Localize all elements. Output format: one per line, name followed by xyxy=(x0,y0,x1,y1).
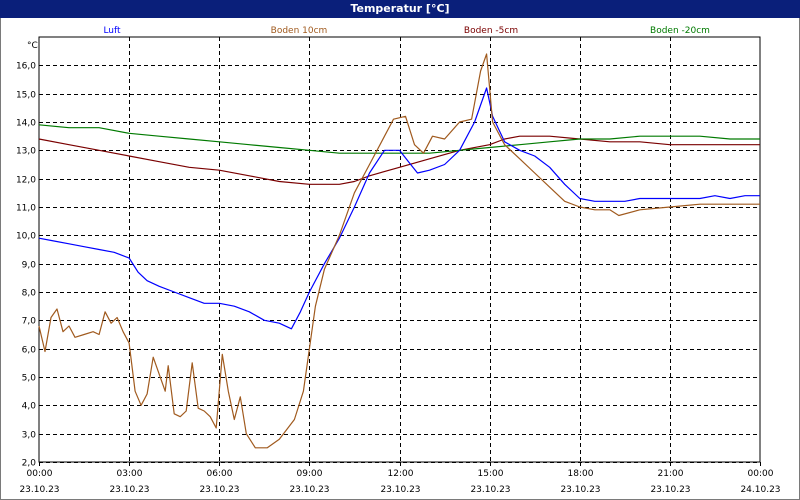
legend-entry: Boden 10cm xyxy=(271,26,328,36)
y-tick-label: 8,0 xyxy=(22,289,37,299)
x-tick-date: 23.10.23 xyxy=(199,485,239,495)
x-tick-time: 03:00 xyxy=(117,469,143,479)
x-tick-time: 12:00 xyxy=(388,469,414,479)
x-tick-time: 00:00 xyxy=(748,469,774,479)
y-tick-label: 4,0 xyxy=(22,402,37,412)
x-tick-time: 00:00 xyxy=(27,469,53,479)
legend-entry: Luft xyxy=(103,26,121,36)
series-line-boden-20cm xyxy=(38,124,760,154)
x-tick-time: 18:00 xyxy=(568,469,594,479)
y-tick-label: 11,0 xyxy=(16,204,36,214)
legend-entry: Boden -20cm xyxy=(650,26,710,36)
y-tick-label: 2,0 xyxy=(22,459,37,469)
x-tick-date: 23.10.23 xyxy=(650,485,690,495)
x-tick-date: 23.10.23 xyxy=(470,485,510,495)
legend: Luft Boden 10cm Boden -5cm Boden -20cm xyxy=(103,26,710,36)
grid xyxy=(39,37,760,463)
axes: 2,0 3,0 4,0 5,0 6,0 7,0 8,0 9,0 10,0 11,0 12,0 13,0… xyxy=(16,36,781,495)
x-tick-time: 09:00 xyxy=(297,469,323,479)
series-line-luft xyxy=(38,87,760,330)
y-tick-label: 3,0 xyxy=(22,431,37,441)
y-tick-label: 12,0 xyxy=(16,176,36,186)
x-tick-time: 21:00 xyxy=(658,469,684,479)
x-tick-date: 23.10.23 xyxy=(19,485,59,495)
y-tick-label: 7,0 xyxy=(22,317,37,327)
x-tick-date: 23.10.23 xyxy=(380,485,420,495)
y-tick-label: 9,0 xyxy=(22,261,37,271)
x-tick-date: 24.10.23 xyxy=(740,485,780,495)
y-tick-label: 5,0 xyxy=(22,374,37,384)
y-tick-label: 13,0 xyxy=(16,147,36,157)
x-tick-time: 06:00 xyxy=(207,469,233,479)
x-tick-date: 23.10.23 xyxy=(109,485,149,495)
x-tick-time: 15:00 xyxy=(478,469,504,479)
x-tick-date: 23.10.23 xyxy=(560,485,600,495)
y-tick-label: 10,0 xyxy=(16,232,36,242)
window-title: Temperatur [°C] xyxy=(0,0,800,18)
x-tick-date: 23.10.23 xyxy=(289,485,329,495)
y-axis-unit: °C xyxy=(27,41,38,51)
y-tick-label: 15,0 xyxy=(16,91,36,101)
y-tick-label: 16,0 xyxy=(16,62,36,72)
legend-entry: Boden -5cm xyxy=(464,26,518,36)
y-tick-label: 14,0 xyxy=(16,119,36,129)
series-line-boden-10cm xyxy=(38,53,760,449)
plot-area-border xyxy=(38,36,761,463)
y-tick-label: 6,0 xyxy=(22,346,37,356)
series-line-boden-5cm xyxy=(38,135,760,185)
series-lines xyxy=(38,53,760,449)
